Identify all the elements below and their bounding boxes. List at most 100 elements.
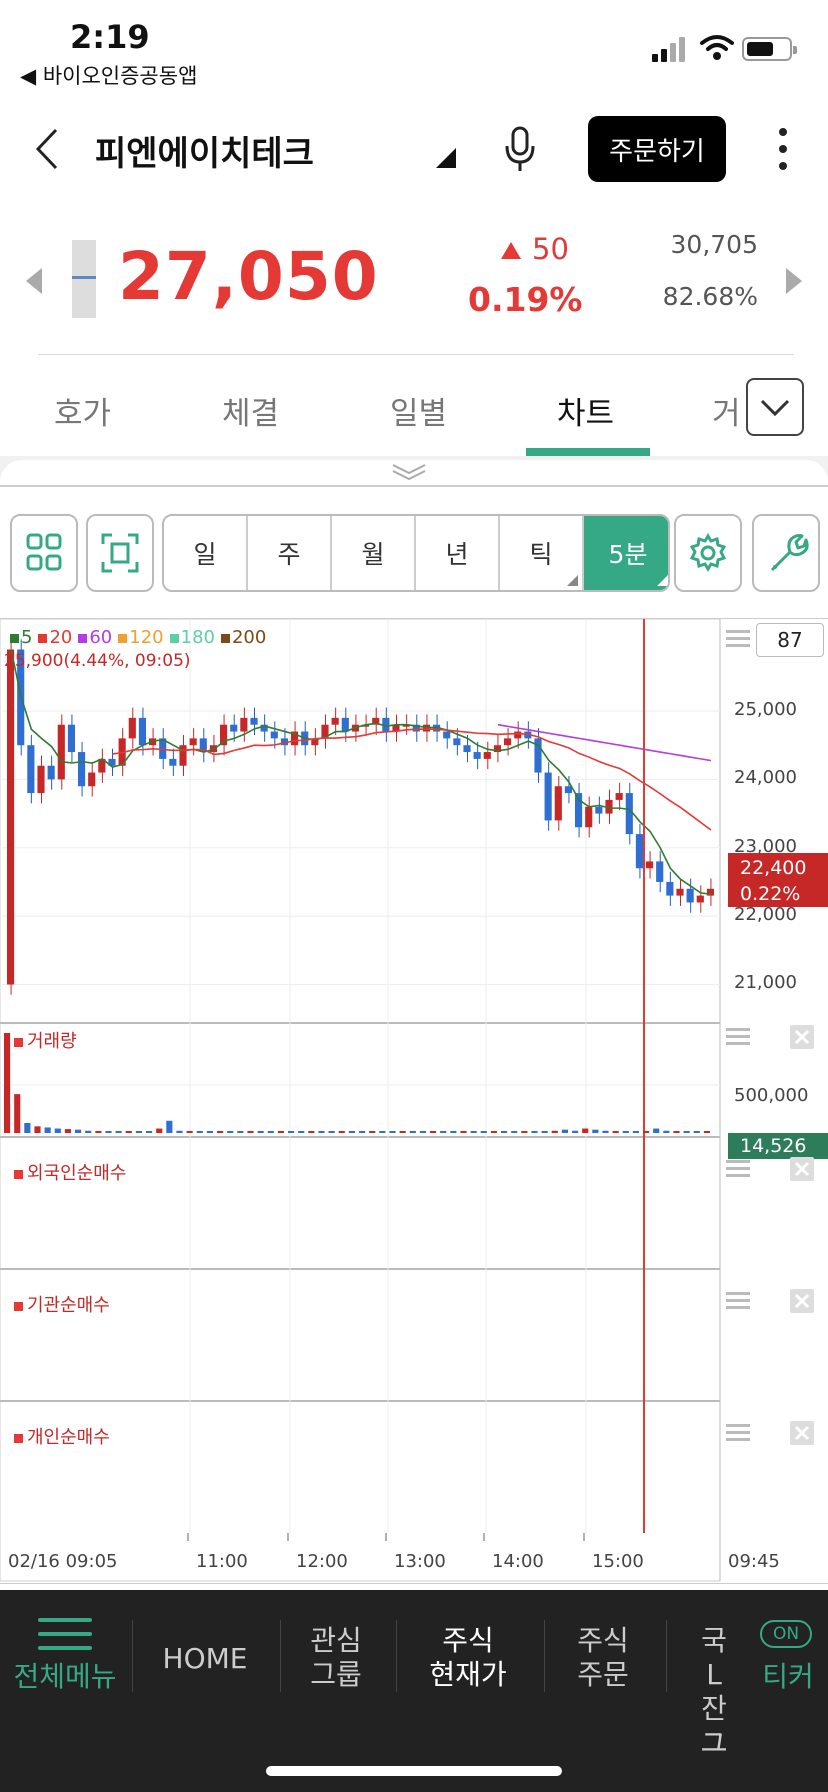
panel-menu-icon[interactable] <box>726 1291 750 1311</box>
volume-bar <box>34 1126 41 1133</box>
period-year-button[interactable]: 년 <box>416 516 500 590</box>
candle <box>676 888 684 896</box>
time-axis-tick: 12:00 <box>296 1551 348 1572</box>
tab-orderbook[interactable]: 호가 <box>54 396 112 432</box>
volume-bar <box>582 1128 589 1133</box>
volume-bar <box>156 1128 163 1133</box>
order-button[interactable]: 주문하기 <box>588 116 726 182</box>
close-panel-icon[interactable] <box>790 1157 814 1181</box>
volume-bar <box>632 1131 639 1133</box>
next-stock-arrow-icon[interactable] <box>786 268 802 294</box>
candle <box>372 717 380 725</box>
volume-bar <box>24 1123 31 1133</box>
volume-bar <box>247 1131 254 1133</box>
tab-executions[interactable]: 체결 <box>222 396 280 432</box>
layout-grid-button[interactable] <box>10 514 78 592</box>
legend-ma-5: 5 <box>10 627 32 648</box>
wifi-icon <box>700 35 734 60</box>
nav-stock-price[interactable]: 주식 현재가 <box>429 1624 507 1691</box>
header: 피엔에이치테크 주문하기 <box>0 100 828 200</box>
individual-net-buy-title: 개인순매수 <box>14 1423 110 1449</box>
nav-ticker[interactable]: 티커 <box>762 1660 814 1693</box>
candle <box>250 717 258 725</box>
stock-name[interactable]: 피엔에이치테크 <box>95 134 314 174</box>
collapse-handle-icon[interactable] <box>390 462 428 482</box>
nav-watch-group[interactable]: 관심 그룹 <box>310 1624 362 1691</box>
period-week-button[interactable]: 주 <box>248 516 332 590</box>
chevron-down-icon <box>760 399 790 417</box>
close-panel-icon[interactable] <box>790 1289 814 1313</box>
candle-count-input[interactable]: 87 <box>756 623 824 657</box>
volume-bar <box>592 1129 599 1133</box>
price-axis-tick: 21,000 <box>734 972 797 994</box>
tab-chart[interactable]: 차트 <box>557 396 615 432</box>
candle <box>382 717 390 732</box>
candle <box>514 731 522 739</box>
chart-settings-button[interactable] <box>674 514 742 592</box>
fullscreen-button[interactable] <box>86 514 154 592</box>
ticker-on-badge[interactable]: ON <box>760 1620 812 1648</box>
tab-more-partial[interactable]: 거 <box>712 396 741 432</box>
volume-bar <box>166 1120 173 1133</box>
more-vertical-icon[interactable] <box>768 124 798 174</box>
tab-daily[interactable]: 일별 <box>390 396 448 432</box>
panel-menu-icon[interactable] <box>726 629 750 649</box>
current-price: 27,050 <box>118 238 379 315</box>
close-panel-icon[interactable] <box>790 1421 814 1445</box>
back-arrow-icon[interactable] <box>30 124 70 174</box>
volume-bar <box>348 1131 355 1133</box>
period-month-button[interactable]: 월 <box>332 516 416 590</box>
candle <box>585 806 593 828</box>
candle <box>240 717 248 732</box>
volume-bar <box>612 1131 619 1133</box>
nav-all-menu[interactable]: 전체메뉴 <box>13 1660 117 1693</box>
back-to-app-link[interactable]: ◀ 바이오인증공동앱 <box>20 64 198 88</box>
ma20-line <box>112 728 712 831</box>
period-tick-button[interactable]: 틱 <box>500 516 584 590</box>
candle <box>280 738 288 746</box>
volume-bar <box>501 1131 508 1133</box>
legend-ma-60: 60 <box>78 627 112 648</box>
candle <box>483 752 491 759</box>
time-axis-tick: 14:00 <box>492 1551 544 1572</box>
tab-expand-button[interactable] <box>746 378 804 436</box>
fullscreen-icon <box>101 533 139 573</box>
candle <box>463 745 471 753</box>
microphone-icon[interactable] <box>500 124 540 174</box>
chart-tools-button[interactable] <box>752 514 820 592</box>
volume-bar <box>703 1131 710 1133</box>
panel-menu-icon[interactable] <box>726 1423 750 1443</box>
divider <box>38 354 794 355</box>
price-change-percent: 0.19% <box>468 280 583 319</box>
panel-menu-icon[interactable] <box>726 1159 750 1179</box>
close-panel-icon[interactable] <box>790 1025 814 1049</box>
candle <box>656 861 664 882</box>
candle <box>544 772 552 821</box>
trade-volume: 30,705 <box>670 230 758 259</box>
candle <box>706 888 714 896</box>
price-axis-tick: 22,000 <box>734 904 797 926</box>
panel-menu-icon[interactable] <box>726 1027 750 1047</box>
candle <box>362 724 370 727</box>
candle <box>595 806 603 814</box>
nav-domestic-balance[interactable]: 국L 잔ユ <box>699 1624 728 1759</box>
volume-bar <box>44 1127 51 1133</box>
chart-area[interactable]: 5 20 60 120 180 200 25,900(4.44%, 09:05) 87 2… <box>0 618 828 1584</box>
volume-bar <box>572 1130 579 1133</box>
current-price-tag: 22,400 0.22% <box>728 853 828 907</box>
volume-bar <box>653 1128 660 1133</box>
volume-bar <box>490 1131 497 1133</box>
current-price-tag-value: 22,400 <box>740 857 807 879</box>
price-range-mini-bar <box>72 240 96 318</box>
stock-select-triangle-icon[interactable] <box>436 148 456 168</box>
chart-canvas[interactable] <box>0 619 828 1585</box>
candle <box>666 881 674 896</box>
candle <box>493 745 501 753</box>
prev-stock-arrow-icon[interactable] <box>26 268 42 294</box>
nav-stock-order[interactable]: 주식 주문 <box>577 1624 629 1691</box>
period-5min-button[interactable]: 5분 <box>584 516 668 590</box>
hamburger-menu-icon[interactable] <box>38 1616 92 1652</box>
divider <box>0 485 828 487</box>
nav-home[interactable]: HOME <box>162 1642 248 1675</box>
period-day-button[interactable]: 일 <box>164 516 248 590</box>
